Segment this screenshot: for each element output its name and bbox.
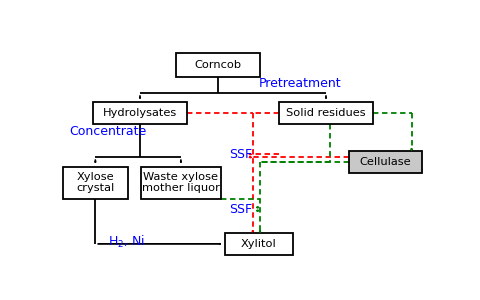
Text: SSF: SSF [229, 148, 252, 161]
Text: Xylose
crystal: Xylose crystal [76, 172, 114, 194]
Text: Concentrate: Concentrate [69, 125, 146, 138]
Text: H$_2$, Ni: H$_2$, Ni [108, 234, 145, 250]
Text: Corncob: Corncob [194, 60, 241, 70]
FancyBboxPatch shape [225, 233, 293, 255]
FancyBboxPatch shape [141, 167, 221, 199]
Text: Xylitol: Xylitol [241, 239, 277, 249]
FancyBboxPatch shape [63, 167, 128, 199]
FancyBboxPatch shape [176, 53, 260, 77]
FancyBboxPatch shape [278, 102, 373, 124]
Text: Hydrolysates: Hydrolysates [103, 108, 177, 118]
Text: SSF: SSF [229, 203, 252, 216]
Text: Waste xylose
mother liquor: Waste xylose mother liquor [142, 172, 220, 194]
Text: Solid residues: Solid residues [286, 108, 366, 118]
Text: Cellulase: Cellulase [360, 157, 411, 167]
FancyBboxPatch shape [349, 151, 422, 173]
Text: Pretreatment: Pretreatment [259, 77, 342, 90]
FancyBboxPatch shape [93, 102, 187, 124]
